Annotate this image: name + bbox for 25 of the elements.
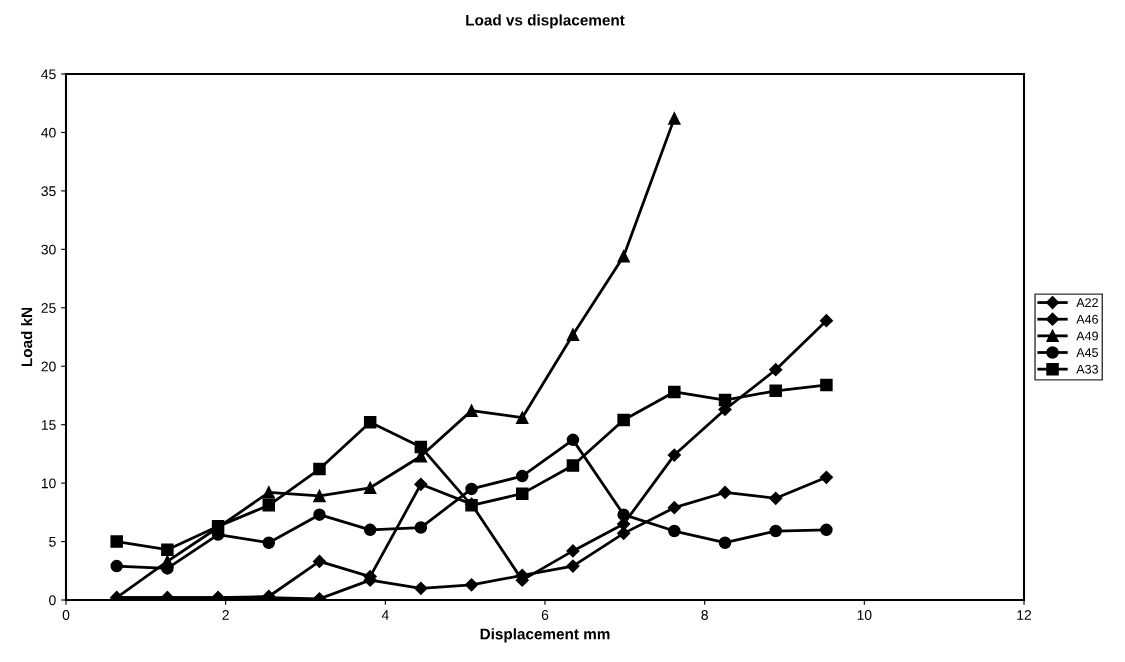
y-tick-label: 35: [41, 186, 56, 197]
y-tick-label: 10: [41, 478, 56, 489]
x-tick-label: 10: [857, 610, 872, 620]
x-tick-label: 12: [1017, 610, 1032, 620]
y-tick-label: 5: [49, 537, 56, 547]
x-axis-title: Displacement mm: [480, 628, 610, 643]
x-tick-label: 0: [62, 610, 70, 620]
x-tick-label: 8: [701, 610, 708, 620]
legend-label: A33: [1076, 364, 1098, 374]
y-tick-label: 20: [41, 361, 56, 372]
legend-label: A45: [1076, 348, 1099, 358]
legend-label: A22: [1076, 298, 1098, 307]
x-tick-label: 6: [541, 610, 549, 620]
y-tick-label: 40: [41, 127, 56, 138]
legend-label: A49: [1076, 331, 1098, 341]
chart-title: Load vs displacement: [466, 14, 625, 29]
y-tick-label: 15: [41, 420, 56, 430]
y-tick-label: 25: [41, 303, 56, 313]
y-tick-label: 0: [49, 595, 56, 606]
legend-label: A46: [1076, 314, 1098, 324]
y-tick-label: 30: [41, 244, 56, 255]
x-tick-label: 4: [381, 610, 389, 620]
y-axis-title: Load kN: [21, 307, 33, 367]
x-tick-label: 2: [222, 610, 229, 620]
y-tick-label: 45: [41, 69, 56, 80]
